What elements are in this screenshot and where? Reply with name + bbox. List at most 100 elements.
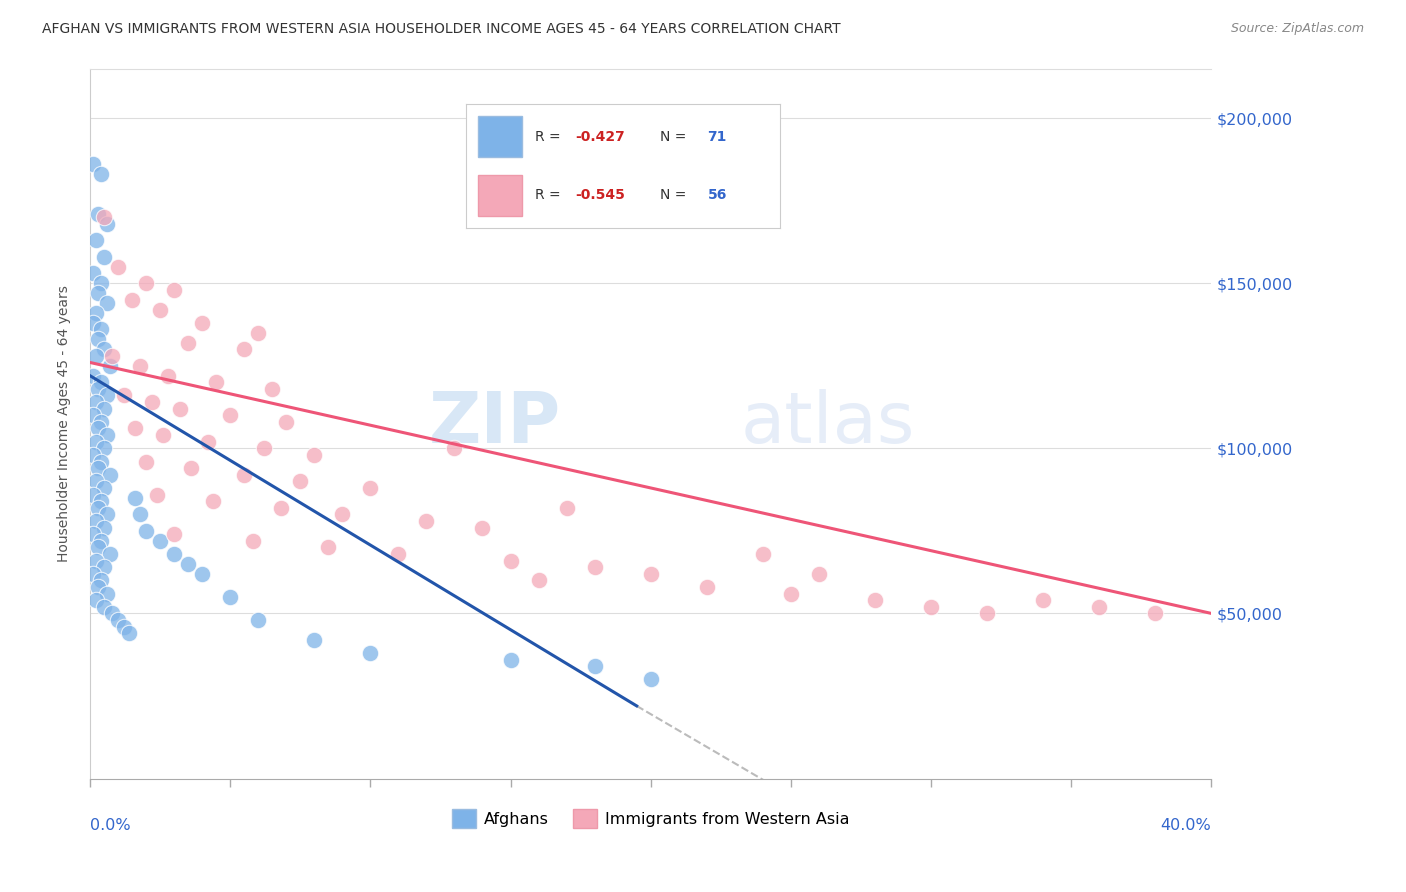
- Point: [93, 560, 115, 574]
- Point: [555, 500, 578, 515]
- Point: [471, 520, 494, 534]
- Point: [219, 590, 242, 604]
- Point: [233, 467, 256, 482]
- Point: [177, 335, 200, 350]
- Point: [84, 349, 107, 363]
- Point: [202, 494, 225, 508]
- Point: [124, 421, 146, 435]
- Point: [527, 574, 550, 588]
- Point: [93, 599, 115, 614]
- Point: [270, 500, 292, 515]
- Point: [87, 421, 110, 435]
- Point: [87, 382, 110, 396]
- Point: [152, 428, 174, 442]
- Point: [90, 276, 112, 290]
- Point: [93, 210, 115, 224]
- Point: [359, 481, 381, 495]
- Point: [93, 401, 115, 416]
- Point: [87, 580, 110, 594]
- Point: [499, 653, 522, 667]
- Point: [290, 475, 312, 489]
- Point: [583, 560, 606, 574]
- Point: [780, 587, 803, 601]
- Point: [96, 587, 118, 601]
- Point: [146, 487, 169, 501]
- Point: [93, 343, 115, 357]
- Point: [112, 388, 135, 402]
- Point: [696, 580, 718, 594]
- Point: [121, 293, 143, 307]
- Point: [807, 566, 830, 581]
- Point: [191, 316, 214, 330]
- Point: [90, 574, 112, 588]
- Point: [96, 428, 118, 442]
- Point: [163, 547, 186, 561]
- Point: [87, 461, 110, 475]
- Point: [141, 395, 163, 409]
- Point: [87, 332, 110, 346]
- Point: [135, 524, 157, 538]
- Point: [149, 302, 172, 317]
- Point: [87, 207, 110, 221]
- Point: [82, 409, 104, 423]
- Text: atlas: atlas: [741, 389, 915, 458]
- Point: [90, 494, 112, 508]
- Point: [93, 442, 115, 456]
- Point: [219, 409, 242, 423]
- Point: [443, 442, 465, 456]
- Point: [90, 322, 112, 336]
- Text: Source: ZipAtlas.com: Source: ZipAtlas.com: [1230, 22, 1364, 36]
- Point: [90, 533, 112, 548]
- Point: [90, 167, 112, 181]
- Point: [163, 283, 186, 297]
- Point: [316, 541, 339, 555]
- Point: [101, 607, 124, 621]
- Text: AFGHAN VS IMMIGRANTS FROM WESTERN ASIA HOUSEHOLDER INCOME AGES 45 - 64 YEARS COR: AFGHAN VS IMMIGRANTS FROM WESTERN ASIA H…: [42, 22, 841, 37]
- Point: [330, 508, 353, 522]
- Point: [82, 368, 104, 383]
- Point: [90, 415, 112, 429]
- Point: [157, 368, 180, 383]
- Point: [98, 359, 121, 373]
- Point: [169, 401, 191, 416]
- Point: [262, 382, 284, 396]
- Text: ZIP: ZIP: [429, 389, 561, 458]
- Point: [135, 276, 157, 290]
- Point: [82, 266, 104, 280]
- Point: [302, 448, 325, 462]
- Point: [90, 376, 112, 390]
- Point: [82, 527, 104, 541]
- Point: [84, 593, 107, 607]
- Point: [84, 395, 107, 409]
- Point: [84, 514, 107, 528]
- Point: [499, 553, 522, 567]
- Point: [205, 376, 228, 390]
- Point: [302, 632, 325, 647]
- Point: [242, 533, 264, 548]
- Point: [247, 326, 270, 340]
- Point: [1088, 599, 1111, 614]
- Point: [124, 491, 146, 505]
- Point: [107, 260, 129, 274]
- Point: [752, 547, 775, 561]
- Point: [93, 250, 115, 264]
- Point: [129, 508, 152, 522]
- Point: [1032, 593, 1054, 607]
- Point: [180, 461, 202, 475]
- Point: [96, 508, 118, 522]
- Point: [107, 613, 129, 627]
- Point: [96, 388, 118, 402]
- Point: [247, 613, 270, 627]
- Point: [112, 620, 135, 634]
- Point: [82, 448, 104, 462]
- Point: [1144, 607, 1167, 621]
- Point: [84, 434, 107, 449]
- Point: [82, 157, 104, 171]
- Point: [84, 553, 107, 567]
- Point: [197, 434, 219, 449]
- Point: [191, 566, 214, 581]
- Text: 0.0%: 0.0%: [90, 818, 131, 832]
- Point: [96, 296, 118, 310]
- Point: [135, 454, 157, 468]
- Point: [233, 343, 256, 357]
